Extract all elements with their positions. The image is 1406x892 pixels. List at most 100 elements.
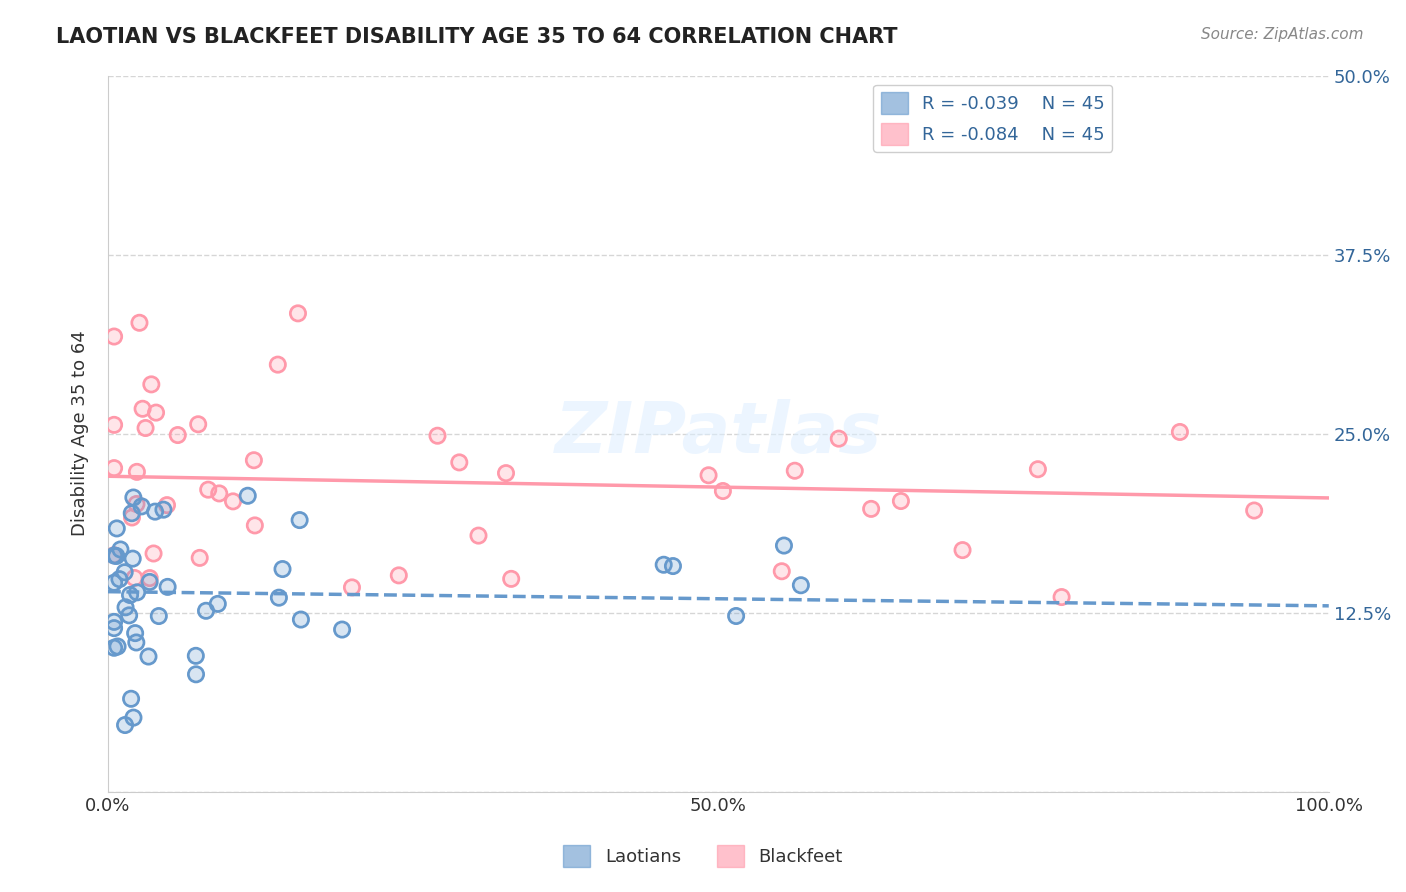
Point (118, 608, 141, 623)
Point (114, 566, 136, 580)
Point (114, 566, 136, 580)
Point (188, 550, 211, 565)
Point (790, 578, 813, 592)
Point (184, 648, 207, 663)
Point (103, 548, 125, 562)
Point (122, 711, 145, 725)
Point (143, 505, 166, 519)
Point (125, 497, 148, 511)
Point (124, 571, 146, 585)
Point (288, 513, 311, 527)
Point (125, 635, 148, 649)
Point (1026, 462, 1049, 476)
Point (188, 550, 211, 565)
Point (166, 428, 188, 442)
Point (138, 571, 160, 585)
Point (103, 621, 125, 635)
Point (288, 513, 311, 527)
Point (142, 547, 165, 561)
Point (138, 571, 160, 585)
Point (662, 559, 685, 574)
Point (1243, 503, 1265, 517)
Point (890, 494, 912, 508)
Point (124, 626, 146, 640)
Point (131, 500, 153, 514)
Point (121, 551, 143, 566)
Point (103, 329, 125, 343)
Point (1168, 425, 1191, 439)
Point (156, 580, 179, 594)
Point (267, 358, 290, 372)
Point (184, 667, 207, 681)
Point (662, 559, 685, 574)
Point (783, 464, 806, 478)
Point (128, 316, 150, 330)
Point (236, 489, 259, 503)
Point (128, 316, 150, 330)
Point (120, 691, 142, 706)
Point (725, 609, 748, 624)
Point (103, 621, 125, 635)
Point (107, 640, 129, 654)
Point (138, 574, 160, 589)
Point (208, 486, 231, 500)
Point (890, 494, 912, 508)
Point (105, 549, 128, 563)
Point (103, 549, 125, 563)
Point (125, 465, 148, 479)
Point (860, 501, 883, 516)
Text: LAOTIAN VS BLACKFEET DISABILITY AGE 35 TO 64 CORRELATION CHART: LAOTIAN VS BLACKFEET DISABILITY AGE 35 T… (56, 27, 898, 46)
Point (773, 539, 796, 553)
Point (860, 501, 883, 516)
Point (120, 691, 142, 706)
Point (121, 506, 143, 520)
Point (156, 498, 179, 512)
Point (114, 600, 136, 615)
Point (152, 502, 174, 516)
Point (243, 453, 266, 467)
Point (243, 518, 266, 533)
Point (105, 521, 128, 535)
Point (103, 548, 125, 562)
Point (166, 428, 188, 442)
Point (388, 568, 411, 582)
Point (156, 498, 179, 512)
Point (118, 588, 141, 602)
Point (127, 585, 149, 599)
Text: ZIPatlas: ZIPatlas (555, 399, 882, 468)
Point (287, 306, 309, 320)
Point (773, 539, 796, 553)
Point (828, 432, 851, 446)
Point (290, 613, 312, 627)
Point (290, 613, 312, 627)
Point (121, 510, 143, 524)
Point (184, 648, 207, 663)
Point (103, 615, 125, 629)
Point (449, 455, 471, 469)
Point (131, 500, 153, 514)
Point (156, 580, 179, 594)
Point (148, 609, 170, 624)
Point (208, 486, 231, 500)
Point (105, 521, 128, 535)
Point (790, 578, 813, 592)
Point (138, 574, 160, 589)
Point (103, 640, 125, 655)
Point (103, 549, 125, 563)
Point (108, 572, 131, 586)
Point (103, 575, 125, 590)
Legend: Laotians, Blackfeet: Laotians, Blackfeet (555, 838, 851, 874)
Point (124, 571, 146, 585)
Point (122, 491, 145, 505)
Point (195, 604, 218, 618)
Point (467, 528, 489, 542)
Point (495, 466, 517, 480)
Point (770, 564, 793, 578)
Point (783, 464, 806, 478)
Point (127, 585, 149, 599)
Point (267, 591, 290, 605)
Point (103, 417, 125, 432)
Point (271, 562, 294, 576)
Point (426, 428, 449, 442)
Point (222, 494, 245, 508)
